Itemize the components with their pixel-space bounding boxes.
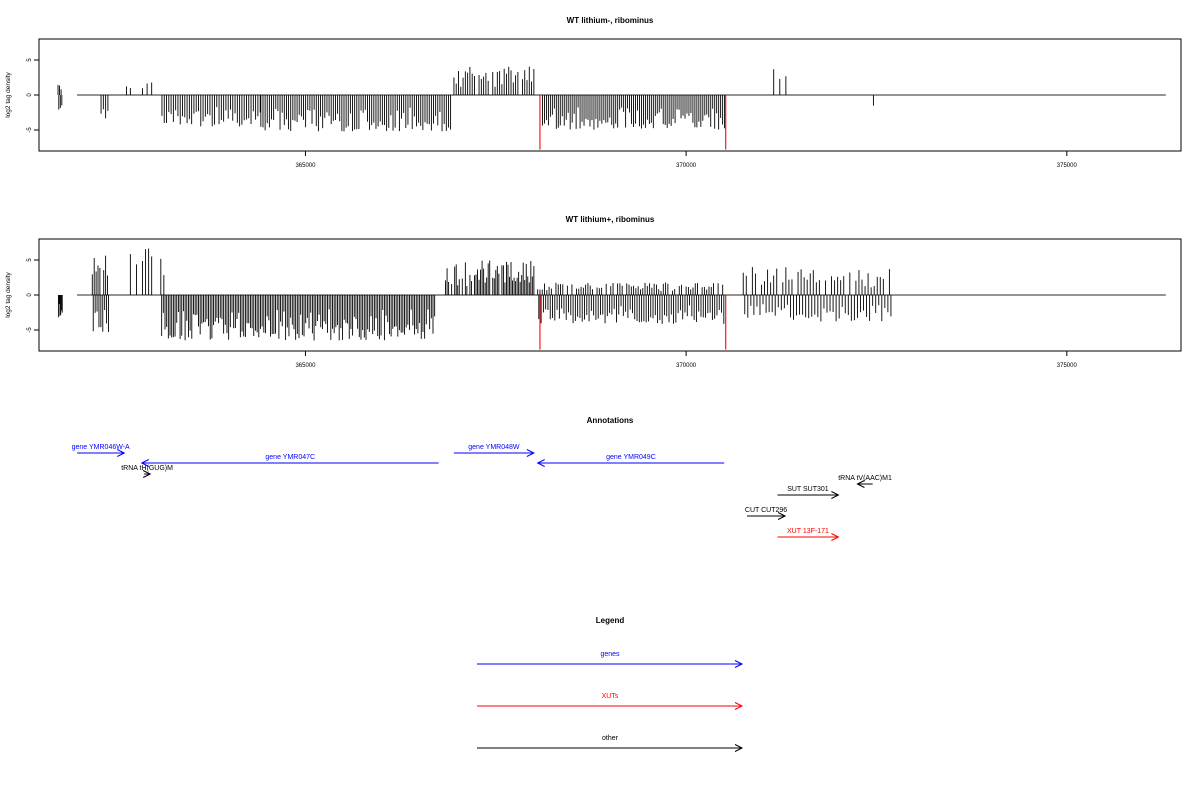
x-tick-label: 370000	[676, 163, 697, 169]
series-1	[539, 95, 727, 150]
y-tick-label: 0	[27, 293, 33, 297]
legend-arrow	[477, 660, 744, 668]
y-tick-label: 5	[27, 58, 33, 62]
feature-arrow	[140, 459, 439, 467]
x-tick-label: 365000	[295, 363, 316, 369]
y-axis-label: log2 tag density	[5, 271, 12, 317]
legend-label: genes	[600, 651, 620, 658]
y-tick-label: -5	[27, 327, 33, 333]
feature-label: tRNA tV(AAC)M1	[838, 475, 892, 482]
feature-arrow	[536, 459, 725, 467]
annotations-panel: Annotations gene YMR046W-A tRNA tH(GUG)M g…	[72, 416, 892, 541]
feature-label: XUT 13F-171	[787, 528, 829, 535]
feature-label: gene YMR048W	[468, 444, 520, 451]
annotations-title: Annotations	[587, 416, 634, 425]
panel-title: WT lithium-, ribominus	[567, 16, 654, 25]
panel-lithium-minus: WT lithium-, ribominus log2 tag density …	[5, 16, 1182, 169]
feature-label: tRNA tH(GUG)M	[121, 465, 173, 472]
feature-arrow	[856, 480, 873, 488]
y-tick-label: -5	[27, 127, 33, 133]
series-0	[57, 66, 874, 132]
x-tick-label: 375000	[1057, 363, 1078, 369]
panel-title: WT lithium+, ribominus	[566, 215, 655, 224]
legend: Legend genes XUTs other	[477, 616, 744, 752]
series-0	[57, 248, 892, 341]
feature-label: SUT SUT301	[787, 486, 829, 493]
x-tick-label: 370000	[676, 363, 697, 369]
feature-arrow	[747, 512, 787, 520]
feature-label: gene YMR047C	[265, 454, 315, 461]
feature-label: gene YMR049C	[606, 454, 656, 461]
feature-arrow	[77, 449, 126, 457]
legend-title: Legend	[596, 616, 625, 625]
x-tick-label: 365000	[295, 163, 316, 169]
feature-arrow	[453, 449, 535, 457]
legend-arrow	[477, 744, 744, 752]
legend-label: XUTs	[602, 693, 619, 700]
y-tick-label: 5	[27, 258, 33, 262]
feature-arrow	[777, 491, 840, 499]
legend-arrow	[477, 702, 744, 710]
feature-arrow	[777, 533, 840, 541]
series-1	[539, 295, 727, 350]
y-axis-label: log2 tag density	[5, 71, 12, 117]
panel-lithium-plus: WT lithium+, ribominus log2 tag density …	[5, 215, 1182, 369]
feature-arrow	[142, 470, 152, 478]
feature-label: gene YMR046W-A	[72, 444, 130, 451]
x-tick-label: 375000	[1057, 163, 1078, 169]
y-tick-label: 0	[27, 93, 33, 97]
feature-label: CUT CUT296	[745, 507, 787, 514]
legend-label: other	[602, 735, 619, 742]
